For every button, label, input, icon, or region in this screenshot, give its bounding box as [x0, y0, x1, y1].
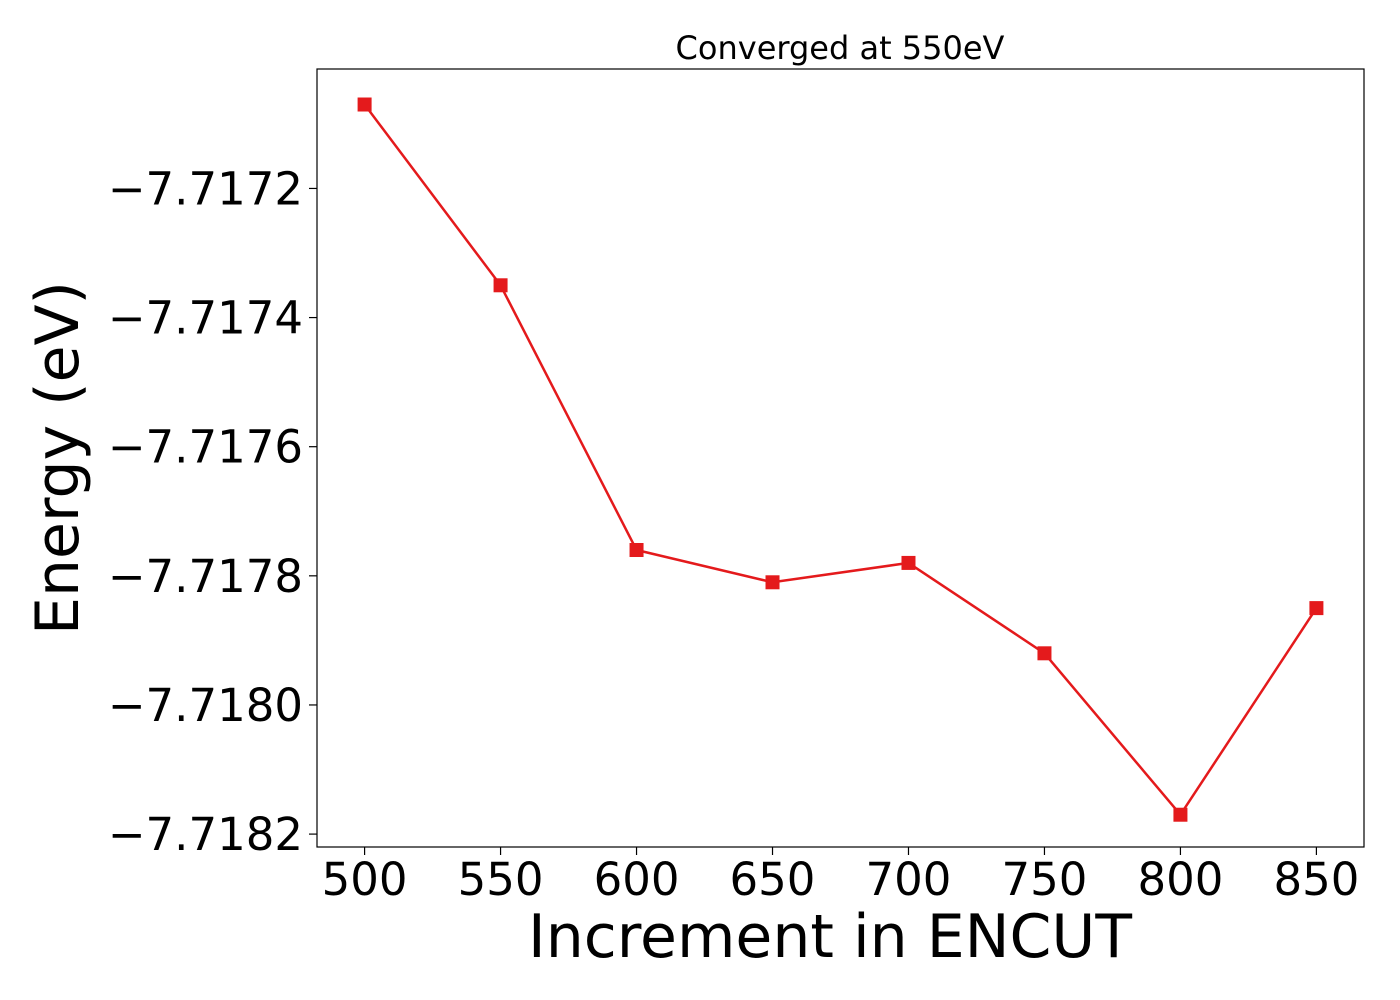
- x-tick-label: 650: [730, 853, 816, 906]
- y-tick-label: −7.7178: [108, 550, 303, 603]
- x-tick-label: 850: [1273, 853, 1359, 906]
- data-point-marker: [493, 278, 508, 293]
- x-tick-label: 750: [1002, 853, 1088, 906]
- data-point-marker: [357, 97, 372, 112]
- y-tick-label: −7.7174: [108, 292, 303, 345]
- data-point-marker: [629, 543, 644, 558]
- x-axis-label: Increment in ENCUT: [528, 902, 1132, 972]
- data-point-marker: [901, 555, 916, 570]
- plot-area-frame: [316, 68, 1365, 848]
- data-point-marker: [1173, 807, 1188, 822]
- series-layer: [357, 97, 1324, 822]
- y-tick-label: −7.7180: [108, 679, 303, 732]
- x-tick-label: 600: [594, 853, 680, 906]
- data-point-marker: [1037, 646, 1052, 661]
- y-axis-label: Energy (eV): [23, 281, 93, 635]
- chart-title: Converged at 550eV: [676, 29, 1005, 67]
- y-tick-label: −7.7172: [108, 162, 303, 215]
- data-point-marker: [765, 575, 780, 590]
- series-line: [363, 103, 1318, 817]
- y-tick-label: −7.7182: [108, 808, 303, 861]
- data-point-marker: [1309, 601, 1324, 616]
- x-tick-label: 550: [458, 853, 544, 906]
- x-axis-ticks: 500 550 600 650 700 750 800 850: [322, 847, 1359, 906]
- y-tick-label: −7.7176: [108, 421, 303, 474]
- x-tick-label: 800: [1137, 853, 1223, 906]
- y-axis-ticks: −7.7172 −7.7174 −7.7176 −7.7178 −7.7180 −7.71…: [108, 162, 317, 861]
- x-tick-label: 500: [322, 853, 408, 906]
- x-tick-label: 700: [866, 853, 952, 906]
